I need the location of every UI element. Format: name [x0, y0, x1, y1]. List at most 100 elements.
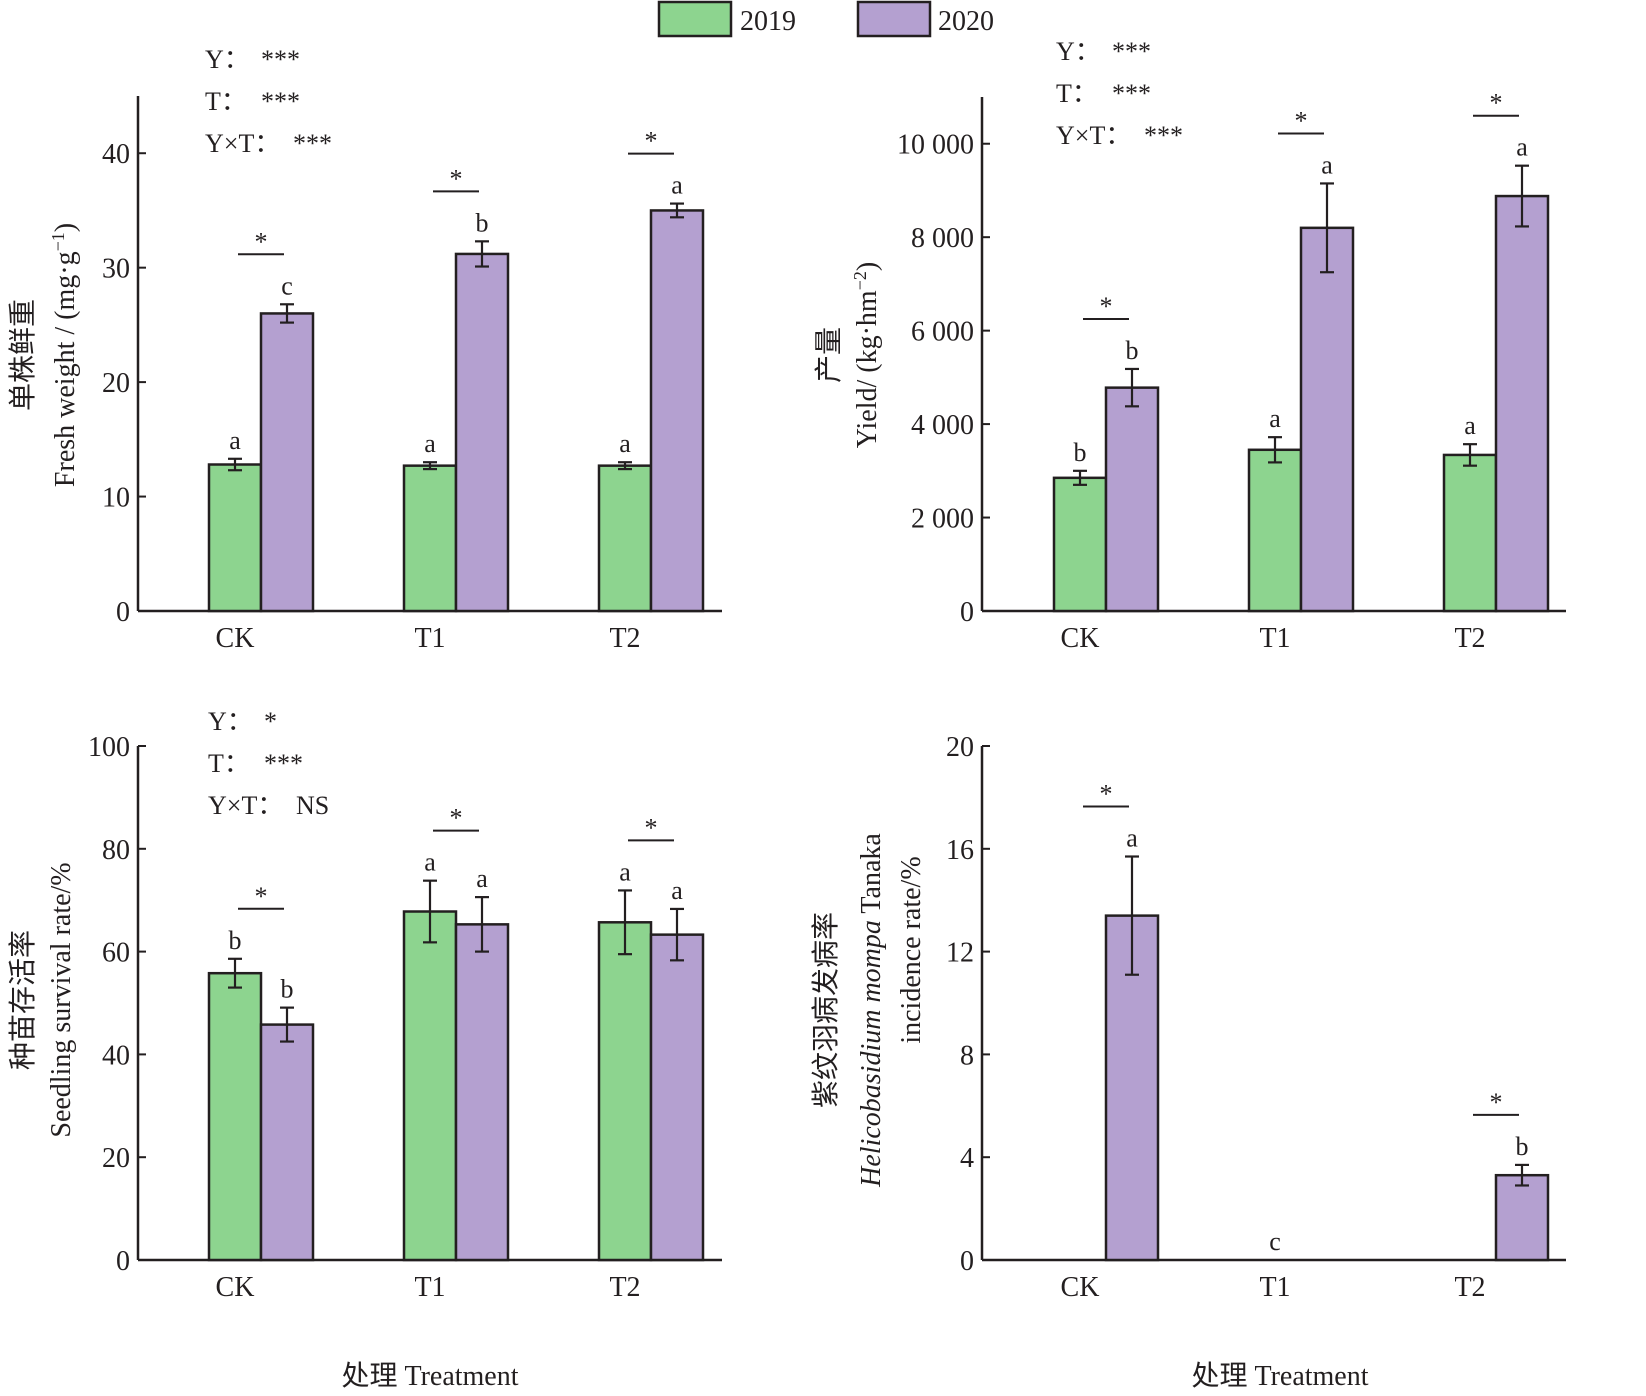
y-tick-label: 0: [116, 1246, 130, 1277]
significance-letter: a: [1269, 404, 1281, 433]
year-significance-star: *: [450, 804, 463, 833]
significance-letter: c: [1269, 1227, 1281, 1256]
chart-panel-fresh-weight: 0 10 20 30 40 CK T1 T2 a c * a b * a a * Y： *** T： *** Y×T： **…: [7, 45, 722, 654]
anova-value: ***: [261, 87, 300, 116]
bar-2020-CK: [259, 1023, 315, 1262]
y-tick-label: 30: [102, 254, 130, 285]
significance-letter: a: [1464, 411, 1476, 440]
year-significance-star: *: [450, 164, 463, 193]
significance-letter: a: [619, 857, 631, 886]
significance-letter: a: [671, 876, 683, 905]
y-axis-label-line2: incidence rate/%: [896, 856, 927, 1043]
significance-letter: b: [1074, 438, 1087, 467]
year-significance-star: *: [645, 813, 658, 842]
bar-2020-CK: [259, 312, 315, 613]
x-tick-label: CK: [216, 623, 255, 654]
bar-2020-T2: [1494, 1173, 1550, 1262]
year-significance-star: *: [1100, 292, 1113, 321]
significance-letter: b: [281, 975, 294, 1004]
y-tick-label: 60: [102, 938, 130, 969]
significance-letter: a: [671, 171, 683, 200]
significance-letter: a: [476, 864, 488, 893]
bar-2020-T2: [1494, 194, 1550, 613]
legend-label-2019: 2019: [740, 6, 796, 37]
significance-letter: a: [424, 429, 436, 458]
bar-2020-T1: [454, 252, 510, 613]
anova-label: Y：: [205, 45, 250, 74]
y-tick-label: 12: [946, 938, 974, 969]
anova-value: ***: [293, 129, 332, 158]
bar-2019-T1: [1247, 448, 1303, 613]
y-axis-label-text: Seedling survival rate/%: [46, 862, 77, 1137]
bar-2020-CK: [1104, 386, 1160, 613]
y-tick-label: 20: [102, 1143, 130, 1174]
chart-panel-seedling-survival: 0 20 40 60 80 100 CK T1 T2 b b * a a * a a * Y： * T： *** Y×T： N…: [7, 707, 722, 1392]
bar-2019-CK: [207, 463, 263, 613]
bar-2020-T2: [649, 209, 705, 613]
x-tick-label: T2: [609, 623, 640, 654]
y-axis-label-text: Tanaka: [856, 833, 887, 920]
y-tick-label: 6 000: [911, 317, 974, 348]
x-axis-label: 处理 Treatment: [341, 1360, 518, 1392]
anova-label: T：: [1056, 79, 1098, 108]
y-tick-label: 4: [960, 1143, 974, 1174]
bar-2019-T1: [402, 910, 458, 1262]
y-axis-label-en: Helicobasidium mompa Tanaka: [856, 833, 887, 1188]
chart-panel-yield: 0 2 000 4 000 6 000 8 000 10 000 CK T1 T2 b b * a a * a…: [813, 37, 1566, 654]
y-axis-label-en: Yield/ (kg·hm−2): [850, 262, 883, 448]
significance-letter: a: [1321, 150, 1333, 179]
y-tick-label: 4 000: [911, 410, 974, 441]
y-tick-label: 20: [946, 732, 974, 763]
y-axis-label-cn: 紫纹羽病发病率: [810, 912, 842, 1108]
chart-panel-incidence-rate: 0 4 8 12 16 20 CK T1 T2 a * c b * 紫纹羽病发病率 Helicobasidiu…: [810, 732, 1566, 1392]
significance-letter: a: [1126, 824, 1138, 853]
significance-letter: b: [229, 926, 242, 955]
y-tick-label: 100: [88, 732, 130, 763]
anova-label: Y×T：: [1056, 121, 1131, 150]
y-tick-label: 10: [102, 483, 130, 514]
significance-letter: c: [281, 271, 293, 300]
legend-swatch-2019: [657, 0, 733, 38]
y-axis-label-exponent: −1: [48, 232, 68, 251]
y-tick-label: 8 000: [911, 223, 974, 254]
significance-letter: b: [1126, 336, 1139, 365]
y-axis-label-exponent: −2: [850, 271, 870, 290]
legend-label-2020: 2020: [938, 6, 994, 37]
anova-value: ***: [261, 45, 300, 74]
y-tick-label: 40: [102, 139, 130, 170]
year-significance-star: *: [1490, 1088, 1503, 1117]
y-axis-label-cn: 单株鲜重: [7, 299, 39, 411]
x-tick-label: T1: [1259, 1272, 1290, 1303]
y-axis-label-close: ): [50, 223, 81, 232]
x-tick-label: T2: [609, 1272, 640, 1303]
significance-letter: a: [424, 848, 436, 877]
bar-2020-T1: [1299, 226, 1355, 613]
y-tick-label: 0: [116, 597, 130, 628]
x-tick-label: T2: [1454, 623, 1485, 654]
bar-2019-T2: [597, 921, 653, 1262]
anova-label: T：: [208, 749, 250, 778]
y-tick-label: 80: [102, 835, 130, 866]
bar-2020-T2: [649, 933, 705, 1262]
y-tick-label: 20: [102, 368, 130, 399]
bar-2019-T1: [402, 464, 458, 613]
bar-2019-T2: [1442, 453, 1498, 613]
anova-label: Y×T：: [205, 129, 280, 158]
significance-letter: a: [619, 429, 631, 458]
bar-2020-T1: [454, 923, 510, 1262]
x-axis-label: 处理 Treatment: [1191, 1360, 1368, 1392]
y-axis-label-cn: 种苗存活率: [7, 930, 39, 1070]
bar-2019-CK: [1052, 476, 1108, 613]
anova-value: *: [264, 707, 277, 736]
significance-letter: a: [229, 426, 241, 455]
bar-2019-CK: [207, 971, 263, 1262]
y-axis-label-en: Seedling survival rate/%: [46, 862, 77, 1137]
x-tick-label: CK: [1061, 623, 1100, 654]
year-significance-star: *: [255, 227, 268, 256]
y-tick-label: 16: [946, 835, 974, 866]
anova-label: Y：: [1056, 37, 1101, 66]
x-tick-label: CK: [216, 1272, 255, 1303]
x-tick-label: T1: [414, 623, 445, 654]
significance-letter: b: [476, 208, 489, 237]
